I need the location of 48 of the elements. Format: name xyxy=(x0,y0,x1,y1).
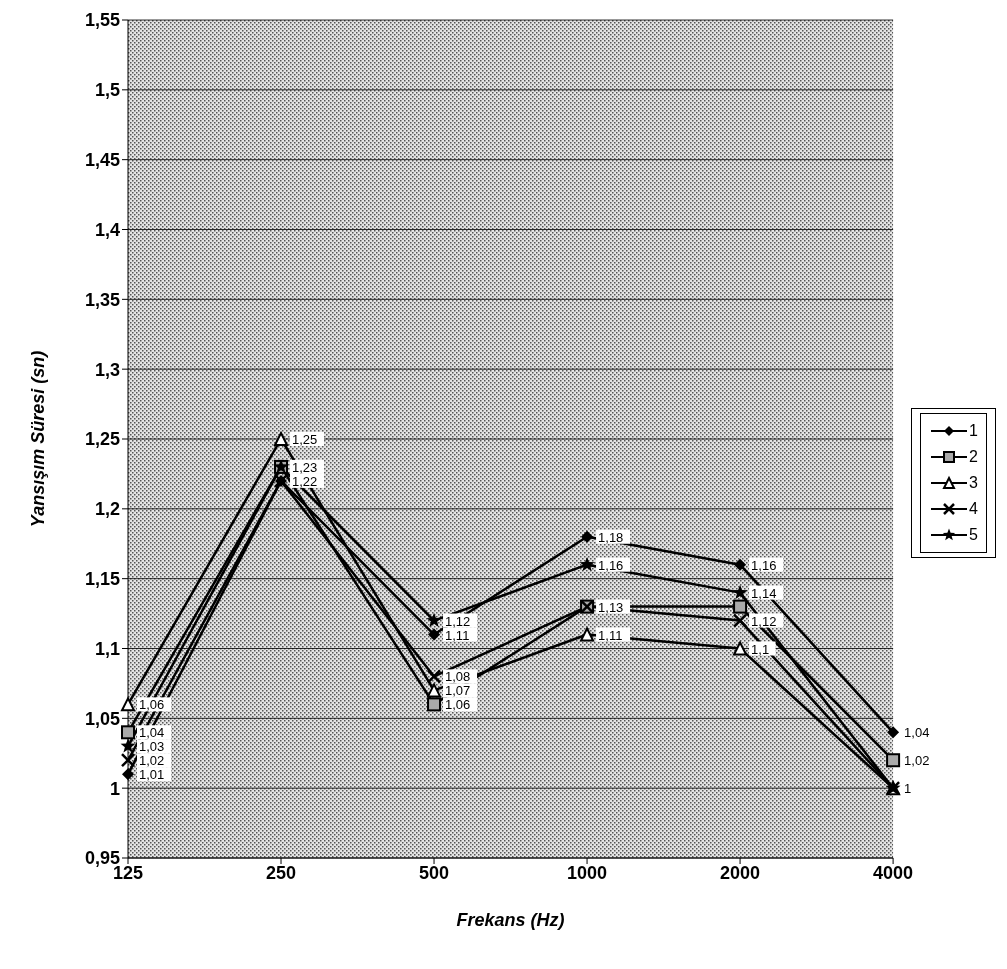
y-tick-label: 1,25 xyxy=(84,429,120,450)
y-tick-label: 1,55 xyxy=(84,10,120,31)
data-label: 1,12 xyxy=(751,613,777,629)
y-tick-label: 1,45 xyxy=(84,150,120,171)
data-label: 1,03 xyxy=(139,739,165,755)
y-tick-label: 1,35 xyxy=(84,289,120,310)
data-label: 1,14 xyxy=(751,585,777,601)
x-axis-title: Frekans (Hz) xyxy=(456,910,565,930)
x-tick-label: 500 xyxy=(419,862,450,883)
y-tick-label: 1,5 xyxy=(94,80,120,101)
data-label: 1,13 xyxy=(598,599,624,615)
data-label: 1,23 xyxy=(292,459,318,475)
y-tick-label: 1,05 xyxy=(84,708,120,729)
data-label: 1,06 xyxy=(445,697,471,713)
data-label: 1,16 xyxy=(751,557,777,573)
y-tick-label: 1,2 xyxy=(94,499,120,520)
data-label: 1,11 xyxy=(445,627,470,643)
y-tick-label: 1,3 xyxy=(94,359,120,380)
data-label: 1,04 xyxy=(904,725,930,741)
legend-label: 5 xyxy=(969,526,978,544)
data-label: 1,02 xyxy=(139,753,165,769)
data-label: 1,04 xyxy=(139,725,165,741)
data-label: 1,07 xyxy=(445,683,471,699)
legend-label: 1 xyxy=(969,422,978,440)
legend-label: 2 xyxy=(969,448,978,466)
legend-label: 3 xyxy=(969,474,978,492)
y-tick-label: 1,15 xyxy=(84,569,120,590)
x-tick-label: 4000 xyxy=(873,862,914,883)
data-label: 1,01 xyxy=(139,767,165,783)
data-label: 1,25 xyxy=(292,432,318,447)
x-tick-label: 2000 xyxy=(720,862,761,883)
data-label: 1,11 xyxy=(598,627,623,643)
y-tick-label: 1,1 xyxy=(94,638,120,659)
data-label: 1 xyxy=(904,781,912,797)
data-label: 1,1 xyxy=(751,641,770,657)
y-axis-title: Yansışım Süresi (sn) xyxy=(28,350,49,528)
data-label: 1,06 xyxy=(139,697,165,713)
data-label: 1,12 xyxy=(445,613,471,629)
data-label: 1,16 xyxy=(598,557,624,573)
data-label: 1,18 xyxy=(598,529,624,545)
x-tick-label: 1000 xyxy=(567,862,608,883)
y-tick-label: 1,4 xyxy=(94,219,120,240)
x-tick-label: 250 xyxy=(266,862,297,883)
legend-label: 4 xyxy=(969,500,978,518)
data-label: 1,02 xyxy=(904,753,930,769)
y-tick-label: 1 xyxy=(109,778,120,799)
data-label: 1,22 xyxy=(292,473,318,489)
data-label: 1,08 xyxy=(445,669,471,685)
